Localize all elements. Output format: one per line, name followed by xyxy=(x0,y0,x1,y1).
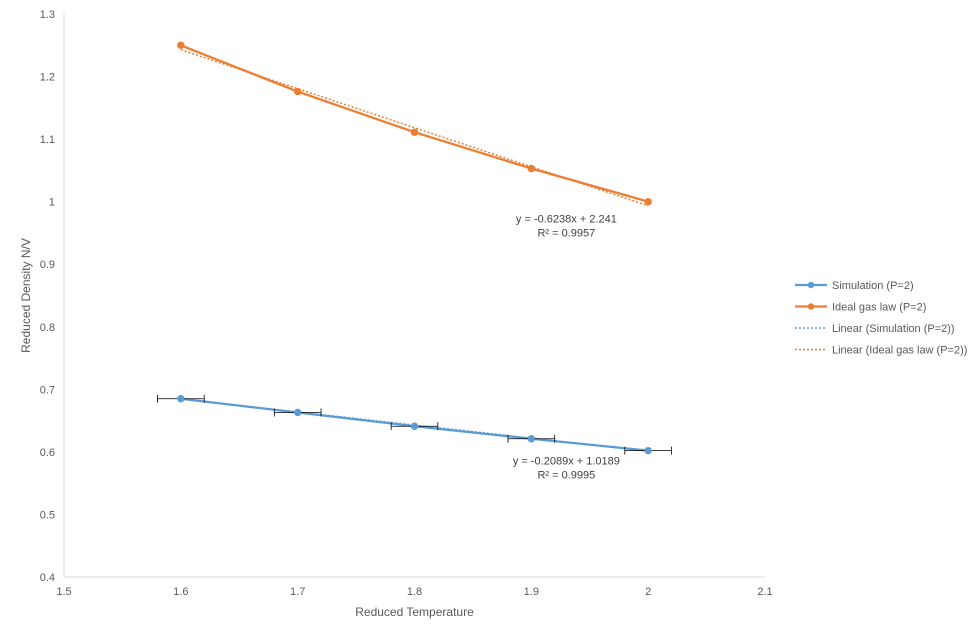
series xyxy=(157,41,672,455)
y-tick-label: 1.2 xyxy=(40,72,55,84)
data-point xyxy=(527,164,536,173)
y-axis-title: Reduced Density N/V xyxy=(19,238,33,353)
data-point xyxy=(177,395,185,403)
x-tick-label: 1.6 xyxy=(173,586,188,598)
x-tick-label: 1.7 xyxy=(290,586,305,598)
data-point xyxy=(527,435,536,443)
y-tick-label: 1.3 xyxy=(40,9,55,21)
data-point xyxy=(410,422,419,430)
y-tick-label: 0.6 xyxy=(40,447,55,459)
y-tick-label: 0.8 xyxy=(40,322,55,334)
trendline-equation: y = -0.2089x + 1.0189 xyxy=(513,455,620,467)
trendline-labels: y = -0.2089x + 1.0189 R² = 0.9995 y = -0.6… xyxy=(513,213,620,481)
y-tick-label: 1.1 xyxy=(40,134,55,146)
data-point xyxy=(293,87,302,96)
legend-entry: Simulation (P=2) xyxy=(832,280,914,292)
x-tick-label: 1.8 xyxy=(407,586,422,598)
y-tick-label: 1 xyxy=(49,197,55,209)
x-tick-label: 2.1 xyxy=(757,586,772,598)
data-point xyxy=(293,408,302,417)
legend-entry: Linear (Ideal gas law (P=2)) xyxy=(832,345,967,357)
legend-entry: Ideal gas law (P=2) xyxy=(832,302,926,314)
trendline-r-squared: R² = 0.9957 xyxy=(537,227,595,239)
legend-marker xyxy=(807,303,815,310)
trendline-r-squared: R² = 0.9995 xyxy=(537,469,595,481)
data-point xyxy=(644,197,652,206)
legend-entry: Linear (Simulation (P=2)) xyxy=(832,323,955,335)
axes: 0.4 0.5 0.6 0.7 0.8 0.9 1 1.1 1.2 1.3 1.5 1.6 1.7 1.8… xyxy=(40,9,773,598)
y-tick-label: 0.7 xyxy=(40,384,55,396)
trendline-equation: y = -0.6238x + 2.241 xyxy=(516,213,617,225)
legend: Simulation (P=2) Ideal gas law (P=2) Linea… xyxy=(795,280,967,357)
legend-marker xyxy=(807,281,815,289)
y-tick-label: 0.4 xyxy=(40,572,55,584)
x-tick-label: 1.5 xyxy=(56,586,71,598)
trendlines xyxy=(180,48,649,452)
x-tick-label: 1.9 xyxy=(524,586,539,598)
data-point xyxy=(644,446,652,455)
series-line xyxy=(180,44,649,203)
y-tick-label: 0.9 xyxy=(40,259,55,271)
y-tick-label: 0.5 xyxy=(40,509,55,521)
x-axis-title: Reduced Temperature xyxy=(355,605,474,619)
x-tick-label: 2 xyxy=(645,586,651,598)
data-point xyxy=(177,41,185,49)
data-point xyxy=(410,128,419,136)
